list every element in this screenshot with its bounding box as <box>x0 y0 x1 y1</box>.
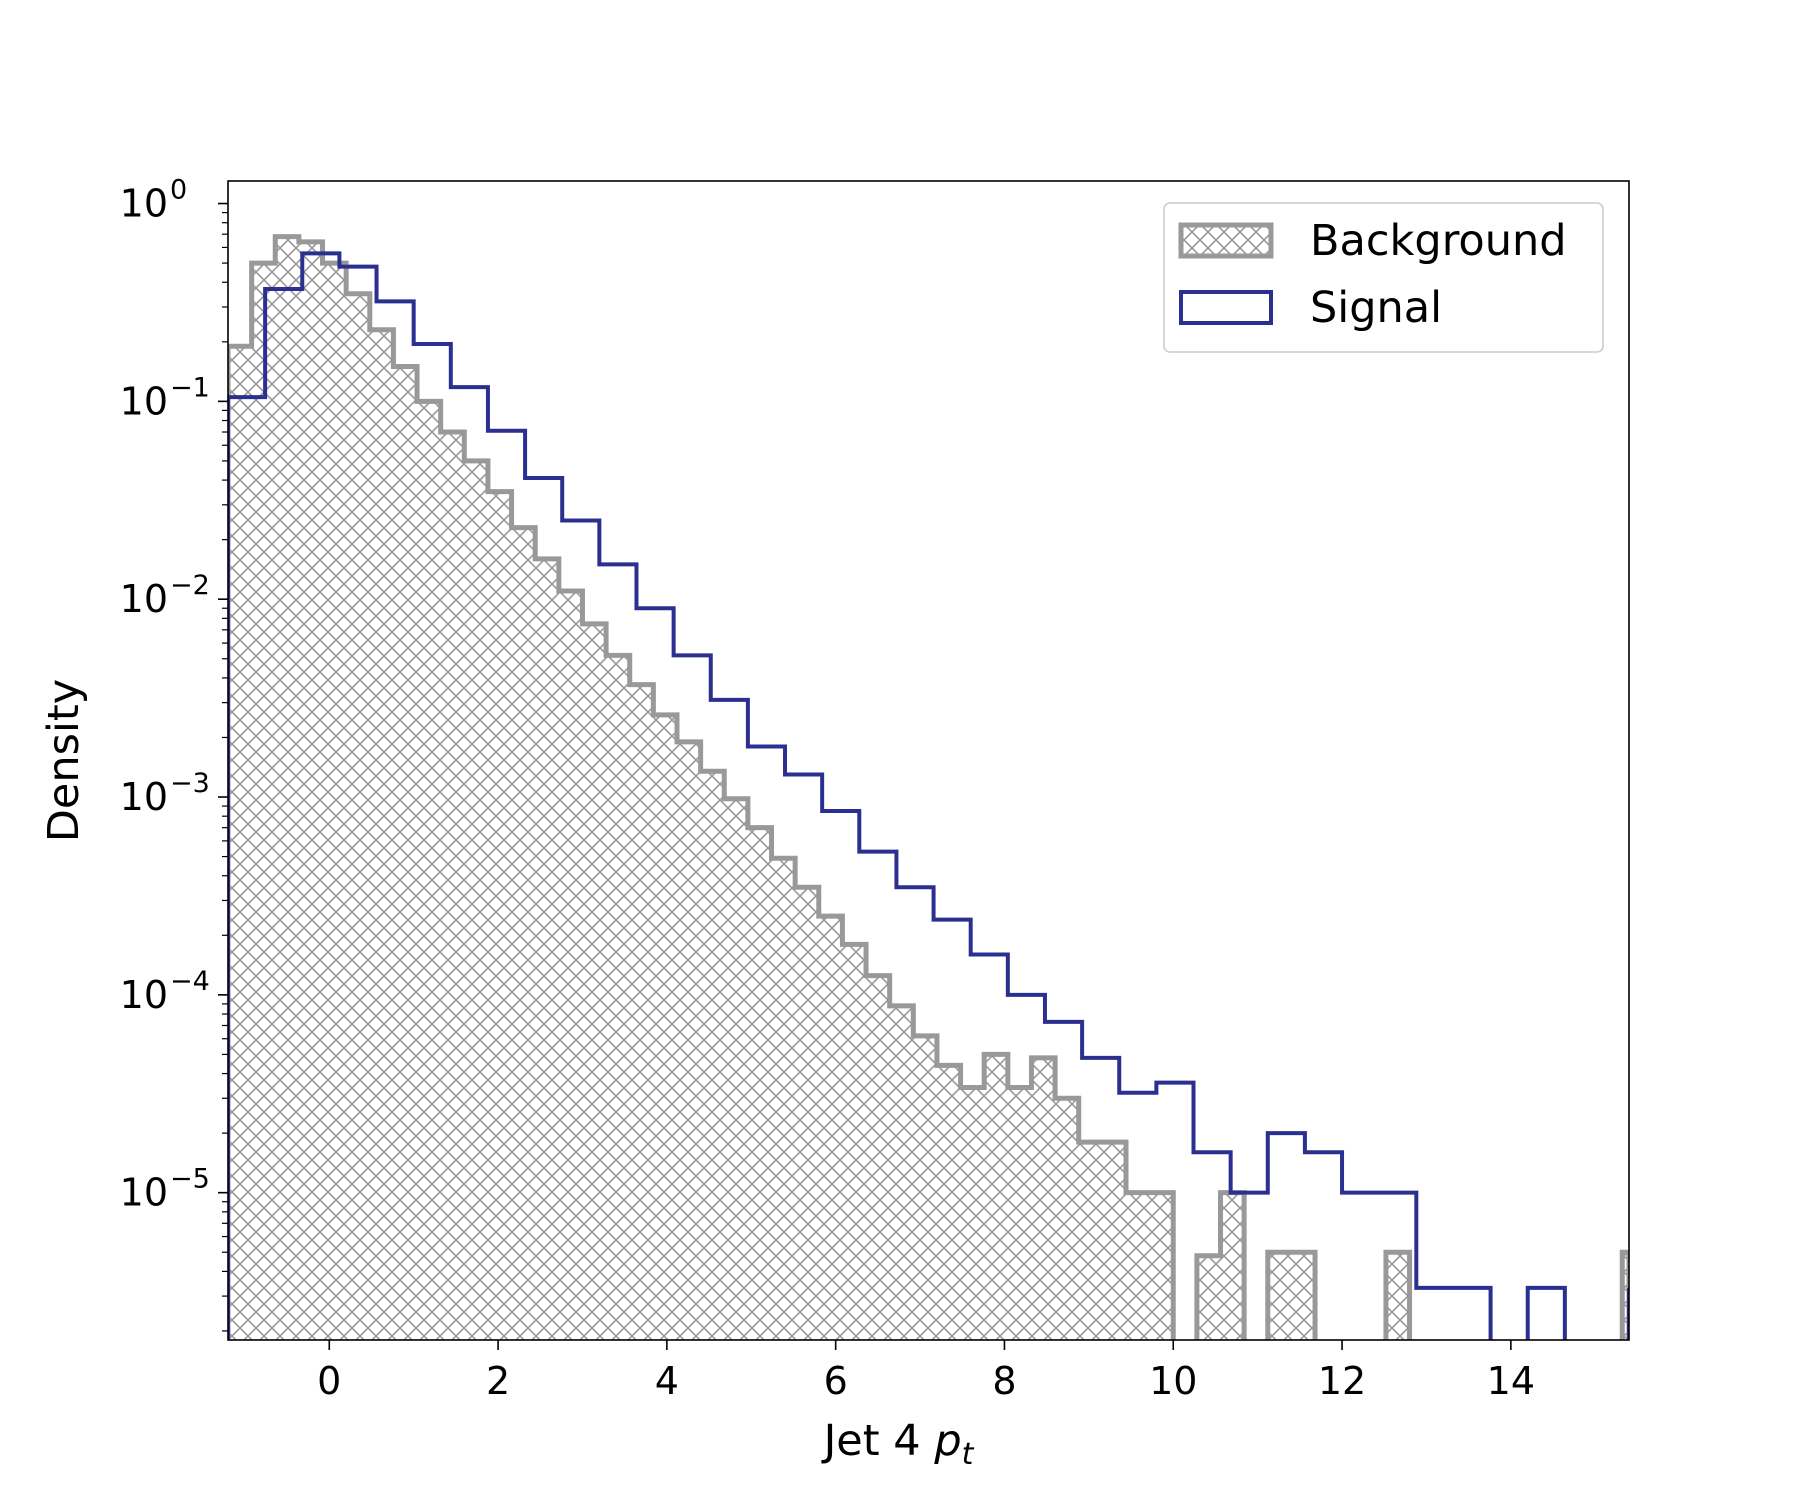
legend-swatch-signal <box>1179 290 1273 325</box>
background-bar <box>487 491 512 1340</box>
series-signal <box>228 251 1629 1350</box>
background-bar <box>1149 1192 1174 1340</box>
background-bar <box>1007 1087 1032 1340</box>
background-bar <box>818 916 843 1340</box>
plot-frame <box>227 180 1630 1341</box>
background-bar <box>700 771 725 1340</box>
background-bar <box>1031 1057 1056 1340</box>
background-bar <box>1267 1252 1292 1340</box>
background-bar <box>1125 1192 1150 1340</box>
legend: Background Signal <box>1163 202 1604 353</box>
background-bar <box>346 293 370 1340</box>
y-tick-label: 10 <box>120 775 168 819</box>
y-tick-label: 10 <box>120 973 168 1017</box>
background-bar <box>606 655 630 1340</box>
background-bar <box>1055 1098 1079 1340</box>
background-bar <box>724 798 748 1340</box>
background-bar <box>913 1035 937 1340</box>
y-tick-exponent: −5 <box>170 1164 210 1195</box>
background-bar <box>1196 1255 1221 1340</box>
x-tick-label: 2 <box>486 1359 510 1403</box>
x-tick-label: 8 <box>992 1359 1016 1403</box>
plot-area <box>228 234 1629 1350</box>
x-tick-label: 4 <box>655 1359 679 1403</box>
y-tick-exponent: −3 <box>170 768 210 799</box>
background-bar <box>1622 1252 1629 1340</box>
background-bar <box>298 241 323 1340</box>
background-bar <box>936 1065 961 1340</box>
series-background <box>228 234 1629 1340</box>
background-bar <box>464 460 488 1340</box>
y-tick-exponent: −4 <box>170 966 210 997</box>
background-bar <box>653 714 677 1340</box>
y-tick-exponent: −2 <box>170 570 210 601</box>
y-tick-exponent: 0 <box>170 175 187 206</box>
background-bar <box>369 329 394 1340</box>
x-tick-label: 14 <box>1487 1359 1535 1403</box>
y-tick-label: 10 <box>120 577 168 621</box>
x-tick-label: 10 <box>1149 1359 1197 1403</box>
signal-step-outline <box>228 251 1629 1340</box>
background-bar <box>747 827 772 1340</box>
background-bar <box>582 623 607 1340</box>
y-tick-exponent: −1 <box>170 372 210 403</box>
legend-label-background: Background <box>1310 216 1567 266</box>
background-bar <box>629 684 654 1340</box>
background-bar <box>795 887 819 1340</box>
legend-label-signal: Signal <box>1310 283 1442 333</box>
background-step-outline <box>228 234 1629 1340</box>
background-bar <box>1102 1142 1126 1340</box>
x-tick-label: 0 <box>317 1359 341 1403</box>
background-bar <box>960 1087 985 1340</box>
background-bar <box>275 236 299 1340</box>
background-bar <box>842 944 867 1340</box>
series-layer <box>228 234 1629 1350</box>
background-bar <box>558 591 583 1340</box>
x-axis-label: Jet 4 pt <box>821 1416 975 1472</box>
background-bar <box>228 346 252 1340</box>
background-bar <box>251 263 276 1340</box>
background-bar <box>440 432 465 1340</box>
x-tick-label: 12 <box>1318 1359 1366 1403</box>
background-bar <box>676 741 701 1340</box>
background-bar <box>984 1054 1008 1340</box>
x-tick-label: 6 <box>824 1359 848 1403</box>
signal-bar <box>1342 1193 1379 1350</box>
background-bar <box>417 401 441 1340</box>
background-bar <box>322 263 347 1340</box>
y-tick-label: 10 <box>120 1171 168 1215</box>
background-bar <box>866 975 890 1340</box>
y-tick-label: 10 <box>120 379 168 423</box>
legend-box <box>1163 202 1604 353</box>
background-bar <box>1291 1252 1316 1340</box>
y-axis-label: Density <box>39 679 89 842</box>
background-bar <box>1078 1142 1103 1340</box>
background-bar <box>535 558 559 1340</box>
background-bar <box>1220 1192 1245 1340</box>
background-bar <box>1385 1252 1410 1340</box>
legend-swatch-background <box>1178 222 1274 259</box>
background-bar <box>889 1005 914 1340</box>
background-bar <box>771 858 796 1340</box>
y-tick-label: 10 <box>120 182 168 226</box>
background-bar <box>393 366 418 1340</box>
background-bar <box>511 527 536 1340</box>
